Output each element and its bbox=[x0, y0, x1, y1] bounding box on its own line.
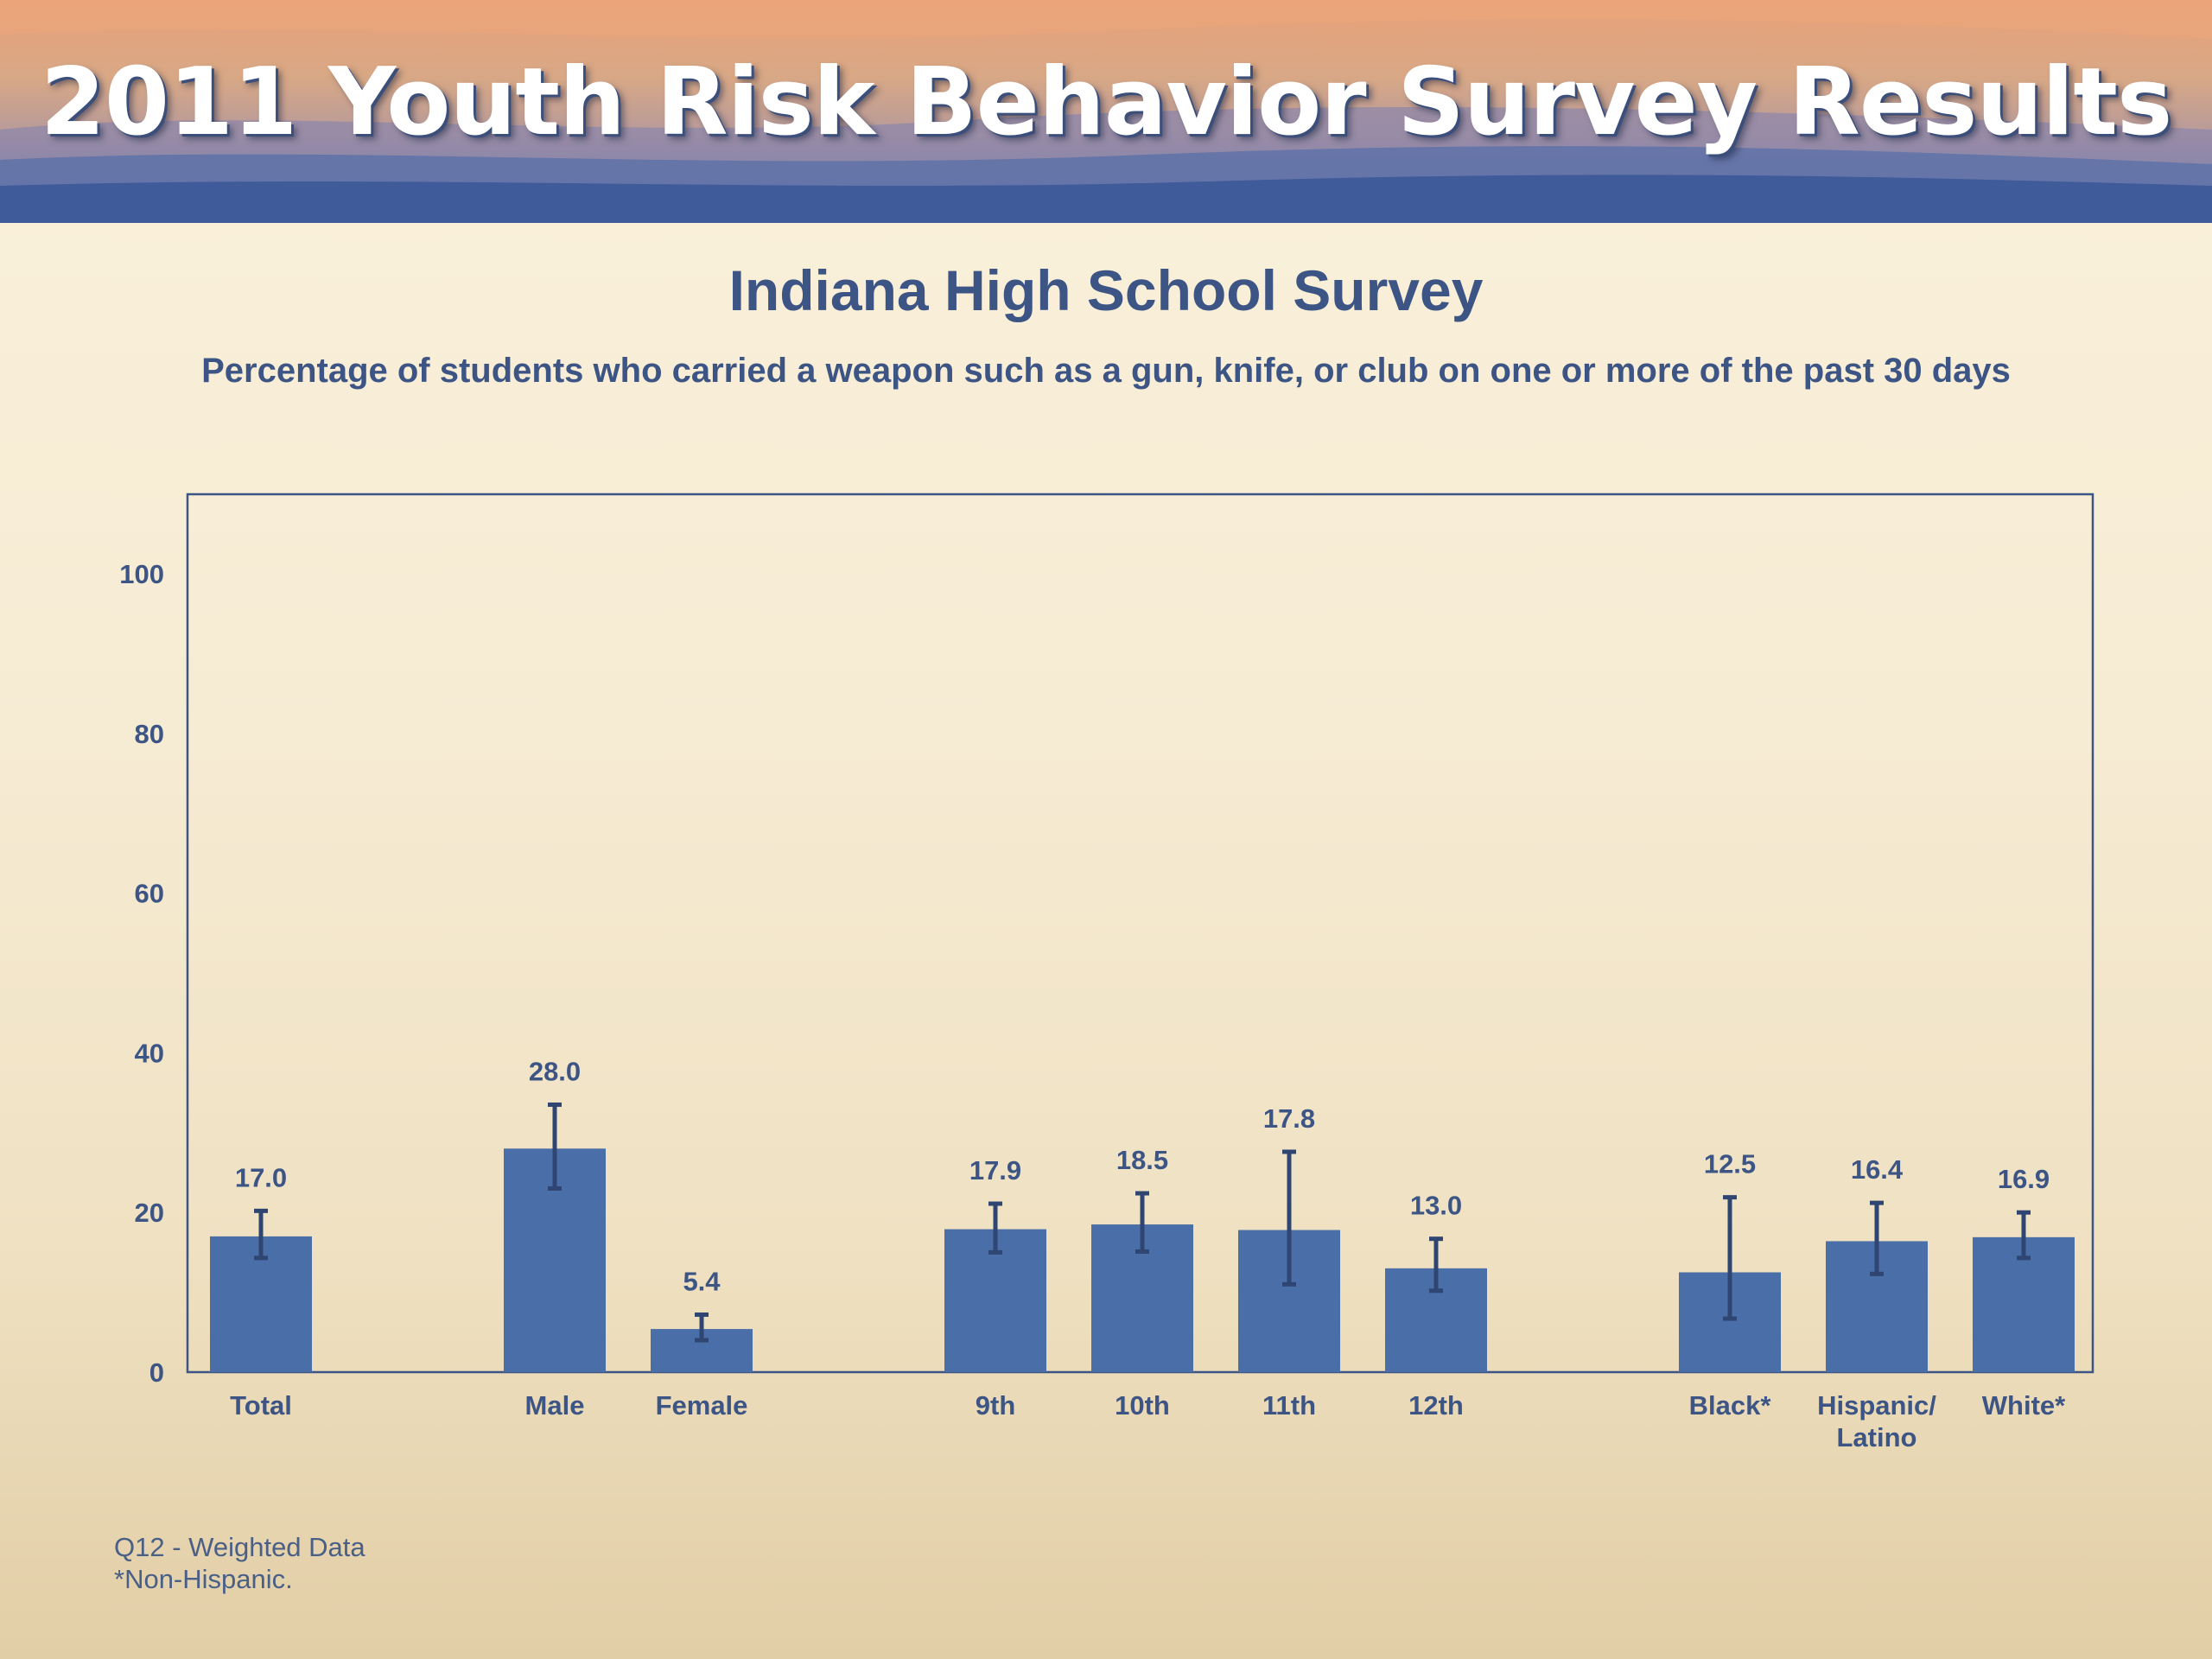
footnote-line-1: Q12 - Weighted Data bbox=[114, 1532, 365, 1562]
data-label: 12.5 bbox=[1704, 1149, 1756, 1179]
footnote-line-2: *Non-Hispanic. bbox=[114, 1564, 293, 1594]
data-label: 16.9 bbox=[1998, 1164, 2050, 1194]
y-tick-label: 80 bbox=[135, 719, 164, 749]
x-tick-label: Hispanic/ bbox=[1817, 1390, 1936, 1421]
y-tick-label: 100 bbox=[119, 559, 164, 589]
x-tick-label: Male bbox=[525, 1390, 585, 1421]
x-tick-label: Total bbox=[230, 1390, 292, 1421]
y-tick-label: 60 bbox=[135, 879, 164, 909]
x-tick-label: 11th bbox=[1262, 1390, 1316, 1421]
data-label: 16.4 bbox=[1851, 1154, 1904, 1185]
y-tick-label: 20 bbox=[135, 1198, 164, 1228]
x-tick-label: 10th bbox=[1115, 1390, 1170, 1421]
data-label: 17.0 bbox=[235, 1162, 287, 1192]
header-banner: 2011 Youth Risk Behavior Survey Results bbox=[0, 0, 2212, 223]
x-tick-label: Black* bbox=[1689, 1390, 1772, 1421]
x-tick-label: White* bbox=[1982, 1390, 2066, 1421]
data-label: 28.0 bbox=[529, 1056, 581, 1086]
x-tick-label: 12th bbox=[1408, 1390, 1464, 1421]
banner-landscape bbox=[0, 0, 2212, 223]
x-tick-label: 9th bbox=[976, 1390, 1016, 1421]
data-label: 17.8 bbox=[1263, 1103, 1315, 1134]
data-label: 18.5 bbox=[1116, 1145, 1168, 1175]
data-label: 17.9 bbox=[969, 1155, 1021, 1185]
banner-title: 2011 Youth Risk Behavior Survey Results bbox=[40, 48, 2172, 156]
chart-subtitle: Percentage of students who carried a wea… bbox=[201, 352, 2011, 390]
data-label: 5.4 bbox=[683, 1266, 721, 1296]
y-tick-label: 40 bbox=[135, 1038, 164, 1068]
y-tick-label: 0 bbox=[149, 1357, 164, 1388]
data-label: 13.0 bbox=[1410, 1191, 1462, 1221]
chart-title: Indiana High School Survey bbox=[728, 258, 1484, 322]
footnote: Q12 - Weighted Data *Non-Hispanic. bbox=[114, 1531, 365, 1595]
x-tick-label: Latino bbox=[1837, 1422, 1917, 1452]
x-tick-label: Female bbox=[656, 1390, 748, 1421]
